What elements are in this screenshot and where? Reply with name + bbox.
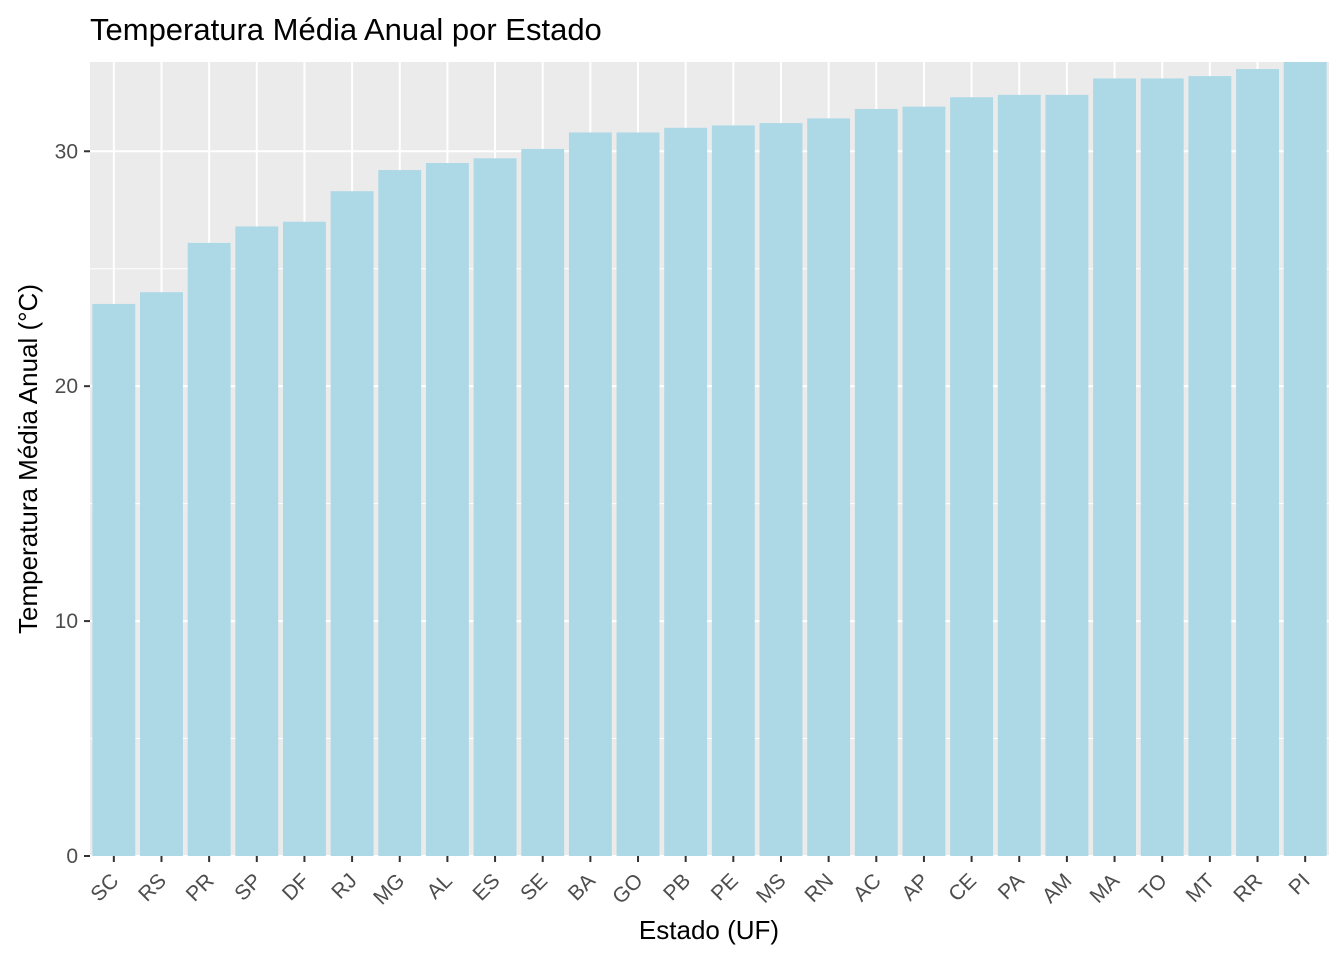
bar-rn	[807, 118, 851, 856]
x-tick-label: BA	[564, 869, 600, 905]
y-tick-label: 0	[66, 845, 78, 868]
x-tick-label: SE	[516, 869, 552, 905]
x-tick-label: CE	[944, 869, 981, 906]
x-tick-label: MA	[1086, 869, 1125, 908]
bar-rj	[330, 191, 374, 857]
x-tick-label: AP	[897, 869, 933, 905]
bar-pa	[997, 94, 1041, 856]
x-tick-label: TO	[1135, 869, 1172, 906]
bar-ap	[902, 106, 946, 857]
bar-sc	[92, 303, 136, 856]
x-tick-label: RN	[800, 869, 838, 907]
y-tick-label: 10	[55, 610, 78, 633]
x-tick-label: PB	[659, 869, 695, 905]
y-axis-ticks: 0 10 20 30	[55, 140, 90, 868]
bar-se	[521, 148, 565, 856]
x-tick-label: RR	[1229, 869, 1267, 907]
bar-mg	[378, 170, 422, 856]
x-tick-label: GO	[608, 869, 647, 908]
x-axis-ticks: SC RS PR SP DF RJ MG AL ES SE BA GO PB PE MS RN AC AP CE PA…	[86, 856, 1315, 909]
x-tick-label: AL	[423, 869, 457, 903]
bar-pe	[711, 125, 755, 857]
bar-to	[1140, 78, 1184, 856]
bar-df	[282, 221, 326, 857]
bar-al	[425, 163, 469, 856]
x-tick-label: PE	[707, 869, 743, 905]
bar-ce	[950, 97, 994, 856]
x-tick-label: SP	[230, 869, 266, 905]
x-tick-label: MT	[1182, 869, 1220, 907]
bar-ms	[759, 123, 803, 857]
bar-pi	[1283, 62, 1327, 856]
y-tick-label: 20	[55, 375, 78, 398]
bars	[92, 62, 1327, 857]
bar-ma	[1093, 78, 1137, 856]
bar-rr	[1236, 69, 1279, 856]
bar-pr	[187, 242, 231, 856]
x-tick-label: PA	[994, 869, 1029, 904]
bar-es	[473, 158, 517, 857]
bar-go	[616, 132, 660, 856]
x-tick-label: AC	[849, 869, 886, 906]
bar-am	[1045, 94, 1089, 856]
x-tick-label: RS	[134, 869, 171, 906]
x-tick-label: AM	[1038, 869, 1077, 908]
x-tick-label: DF	[278, 869, 314, 905]
bar-sp	[235, 226, 279, 856]
x-tick-label: ES	[469, 869, 505, 905]
x-tick-label: RJ	[327, 869, 361, 903]
bar-mt	[1188, 76, 1232, 857]
x-axis-title: Estado (UF)	[639, 915, 779, 945]
x-tick-label: PI	[1284, 869, 1314, 899]
x-tick-label: SC	[86, 869, 123, 906]
bar-ba	[568, 132, 612, 856]
bar-ac	[854, 108, 898, 857]
chart-title: Temperatura Média Anual por Estado	[90, 12, 602, 47]
x-tick-label: MS	[752, 869, 791, 908]
y-tick-label: 30	[55, 140, 78, 163]
bar-pb	[664, 127, 708, 856]
y-axis-title: Temperatura Média Anual (°C)	[13, 284, 43, 634]
x-tick-label: PR	[182, 869, 219, 906]
x-tick-label: MG	[369, 869, 409, 909]
bar-rs	[140, 292, 183, 856]
